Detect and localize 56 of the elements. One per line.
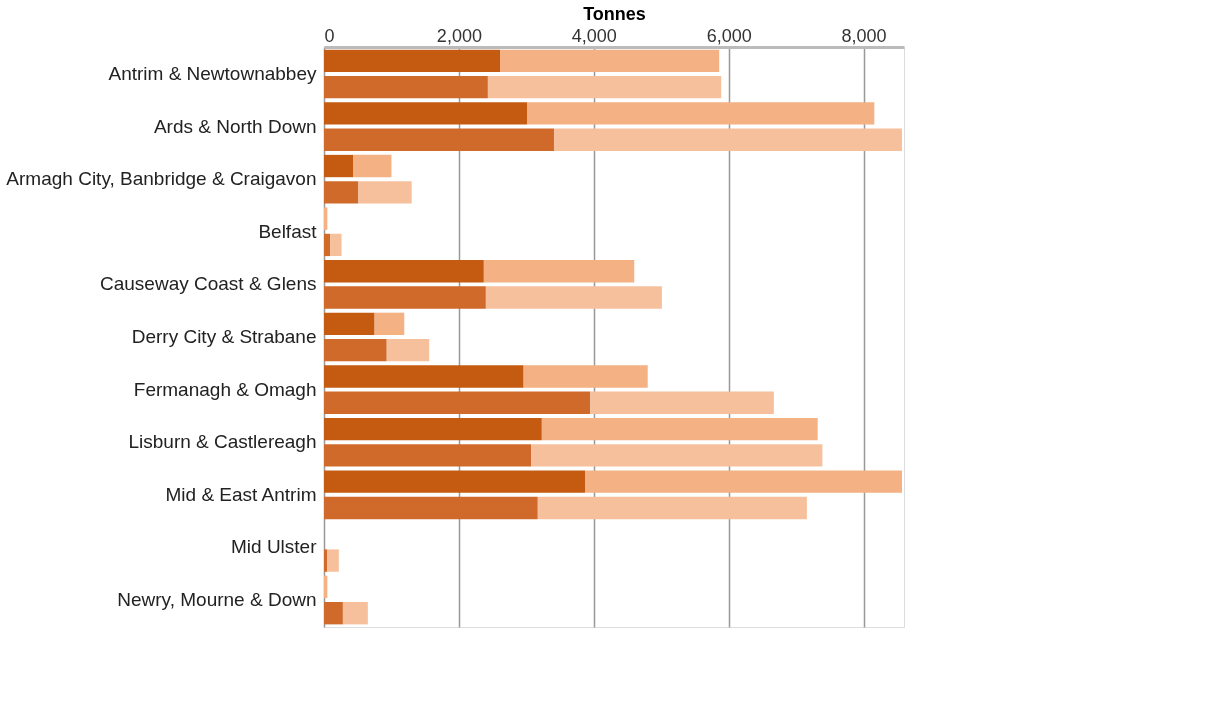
bar: [324, 128, 554, 151]
bar: [585, 470, 902, 493]
bar: [324, 444, 532, 467]
y-tick-label: Ards & North Down: [153, 115, 317, 137]
y-tick-label: Derry City & Strabane: [131, 326, 317, 348]
bar: [386, 338, 430, 362]
bar: [324, 365, 524, 388]
bar: [590, 391, 774, 414]
bar: [327, 549, 339, 572]
x-axis-title: Tonnes: [583, 3, 646, 24]
y-tick-label: Lisburn & Castlereagh: [128, 431, 317, 453]
bar: [358, 181, 412, 204]
x-tick-label: 4,000: [571, 25, 617, 46]
x-tick-label: 0: [324, 25, 335, 46]
x-tick-label: 2,000: [436, 25, 482, 46]
bar: [324, 496, 538, 520]
bar: [531, 444, 823, 467]
bar: [324, 102, 527, 125]
y-tick-label: Fermanagh & Omagh: [133, 378, 317, 400]
bar: [324, 417, 542, 441]
bar: [324, 154, 353, 178]
y-tick-label: Causeway Coast & Glens: [100, 273, 317, 295]
bar: [342, 602, 368, 625]
bar: [324, 181, 359, 204]
bar: [487, 75, 722, 99]
bar: [324, 602, 343, 625]
bar: [330, 233, 342, 257]
bar: [324, 75, 488, 99]
bar: [374, 312, 405, 336]
bar: [527, 102, 875, 125]
bar: [324, 338, 387, 362]
bar: [324, 260, 484, 283]
bar: [553, 128, 902, 151]
y-tick-label: Belfast: [258, 220, 318, 242]
bar: [324, 312, 375, 336]
bar: [324, 470, 585, 493]
x-tick-label: 6,000: [706, 25, 752, 46]
bar: [324, 286, 486, 309]
bar: [500, 49, 720, 72]
y-tick-label: Antrim & Newtownabbey: [108, 62, 317, 84]
bar: [483, 260, 635, 283]
bar: [324, 49, 501, 72]
y-tick-label: Armagh City, Banbridge & Craigavon: [6, 168, 317, 190]
bar: [324, 207, 328, 230]
x-tick-label: 8,000: [841, 25, 887, 46]
bar: [541, 417, 818, 441]
y-tick-label: Newry, Mourne & Down: [117, 589, 317, 611]
y-tick-label: Mid Ulster: [230, 536, 318, 558]
bar: [523, 365, 648, 388]
bar: [353, 154, 392, 178]
bar: [324, 549, 328, 572]
bar: [324, 233, 331, 257]
bar: [537, 496, 807, 520]
bar: [485, 286, 662, 309]
bar: [324, 391, 591, 414]
y-tick-label: Mid & East Antrim: [165, 483, 317, 505]
